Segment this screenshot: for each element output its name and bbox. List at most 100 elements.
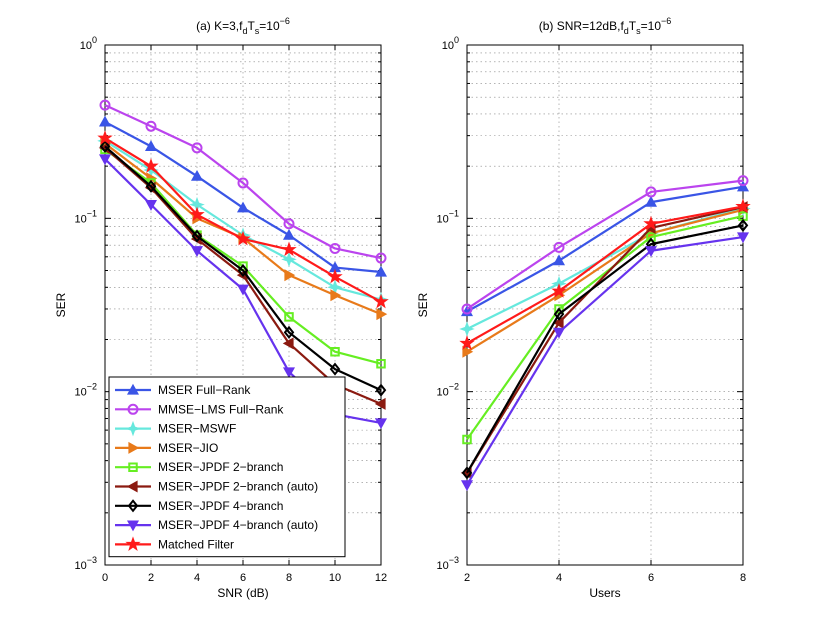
- data-point: [236, 284, 250, 296]
- data-point: [330, 346, 340, 357]
- title-eq: =10: [641, 19, 662, 33]
- x-tick-label: 6: [648, 572, 654, 584]
- y-tick-exponent: −3: [87, 555, 97, 565]
- y-tick-base: 10: [442, 40, 454, 52]
- legend-entry: MSER Full−Rank: [115, 383, 251, 397]
- series-matched-filter: [459, 198, 751, 350]
- data-point: [282, 228, 296, 240]
- data-point: [282, 337, 294, 350]
- title-prefix: (b) SNR=12dB,f: [539, 19, 625, 33]
- data-point: [145, 120, 157, 132]
- data-point: [144, 200, 158, 211]
- series-line: [104, 104, 382, 260]
- legend-entry: MSER−MSWF: [115, 420, 236, 437]
- data-point: [462, 345, 474, 358]
- grid: [466, 45, 744, 566]
- series-line: [466, 179, 744, 310]
- y-tick-exponent: 0: [92, 35, 97, 45]
- data-point: [283, 325, 295, 339]
- data-point: [374, 418, 388, 430]
- data-point: [553, 241, 565, 253]
- legend-label: MSER−JPDF 4−branch (auto): [158, 518, 318, 532]
- title-eq: =10: [259, 19, 280, 33]
- series-line: [466, 185, 744, 313]
- series-mser-mswf: [459, 200, 751, 337]
- data-point: [375, 383, 387, 397]
- data-point: [738, 211, 748, 221]
- y-tick-base: 10: [436, 387, 448, 399]
- data-point: [459, 321, 475, 337]
- x-tick-label: 2: [148, 572, 154, 584]
- data-point: [461, 303, 473, 315]
- data-point: [98, 154, 112, 166]
- data-point: [553, 307, 565, 321]
- y-tick-label: 10−2: [74, 382, 97, 399]
- data-point: [236, 201, 250, 213]
- y-tick-base: 10: [74, 560, 86, 572]
- y-tick-exponent: −1: [87, 208, 97, 218]
- legend-entry: MSER−JPDF 4−branch: [115, 499, 283, 513]
- series-line: [466, 215, 744, 441]
- data-point: [327, 279, 343, 296]
- x-tick-label: 10: [329, 572, 341, 584]
- data-point: [373, 293, 389, 309]
- data-point: [552, 254, 566, 266]
- chart-title: (a) K=3,fdTs=10−6: [196, 16, 290, 36]
- x-tick-label: 4: [556, 572, 562, 584]
- series-mser-jpdf-4-branch: [99, 139, 387, 397]
- y-tick-label: 10−1: [436, 208, 459, 225]
- y-tick-exponent: −1: [449, 208, 459, 218]
- y-tick-label: 100: [442, 35, 459, 52]
- data-point: [376, 308, 388, 321]
- title-superscript: −6: [661, 16, 671, 26]
- series-mser-full-rank: [460, 180, 750, 317]
- axes-box: [466, 44, 744, 566]
- data-point: [284, 269, 296, 282]
- x-tick-label: 8: [740, 572, 746, 584]
- series-mser-jio: [462, 203, 750, 358]
- data-point: [145, 179, 157, 193]
- title-mid: T: [629, 19, 637, 33]
- y-axis-label: SER: [54, 292, 68, 317]
- data-point: [235, 230, 251, 246]
- data-point: [143, 158, 159, 173]
- x-tick-label: 6: [240, 572, 246, 584]
- x-axis-label: SNR (dB): [217, 586, 268, 600]
- legend-entry: MSER−JPDF 4−branch (auto): [115, 518, 318, 532]
- x-tick-label: 12: [375, 572, 387, 584]
- legend-marker: [127, 499, 139, 513]
- data-point: [189, 206, 205, 222]
- legend-label: MSER−JPDF 4−branch: [158, 499, 283, 513]
- data-point: [643, 215, 659, 231]
- data-point: [644, 246, 658, 257]
- title-subscript: s: [636, 26, 641, 36]
- series-line: [104, 145, 382, 392]
- legend-marker: [126, 383, 140, 395]
- data-point: [376, 358, 386, 369]
- data-point: [552, 316, 564, 329]
- data-point: [375, 252, 387, 264]
- data-point: [191, 229, 203, 243]
- series-mmse-lms-full-rank: [461, 175, 749, 315]
- data-point: [736, 180, 750, 192]
- data-point: [374, 397, 386, 410]
- x-axis-label: Users: [589, 586, 620, 600]
- y-tick-base: 10: [436, 213, 448, 225]
- legend-marker: [127, 403, 139, 415]
- data-point: [191, 142, 203, 154]
- x-tick-label: 8: [286, 572, 292, 584]
- series-line: [466, 235, 744, 486]
- legend-label: Matched Filter: [158, 537, 234, 551]
- legend-label: MSER−JPDF 2−branch (auto): [158, 480, 318, 494]
- data-point: [237, 263, 249, 278]
- legend-marker: [128, 441, 140, 454]
- series-mmse-lms-full-rank: [99, 99, 387, 264]
- data-point: [190, 246, 204, 257]
- data-point: [190, 169, 204, 181]
- y-tick-base: 10: [74, 387, 86, 399]
- data-point: [281, 251, 297, 268]
- data-point: [735, 198, 751, 214]
- legend-marker: [125, 536, 141, 551]
- legend-entry: Matched Filter: [115, 536, 234, 551]
